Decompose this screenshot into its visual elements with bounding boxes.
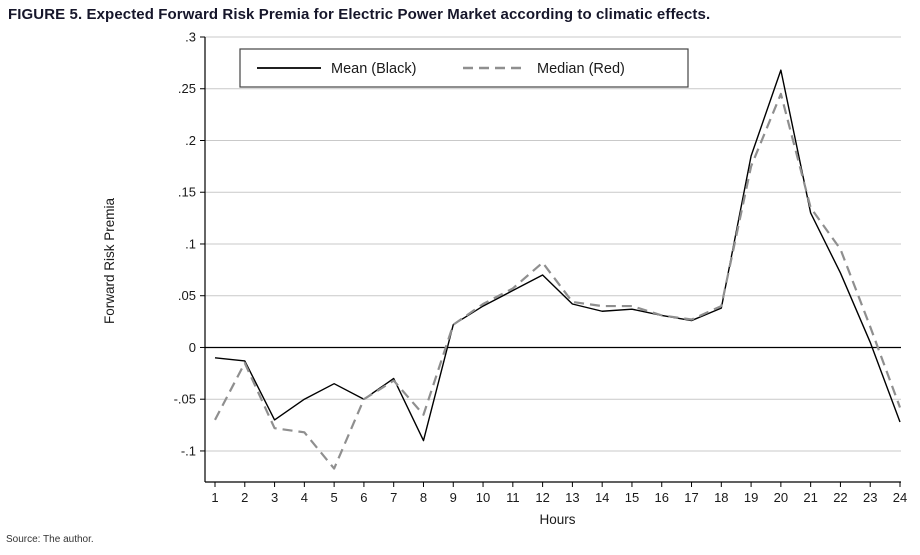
legend-label-mean: Mean (Black) [331,61,416,77]
x-axis-title: Hours [539,512,575,527]
y-tick-label: .1 [185,236,196,251]
x-tick-label: 18 [714,490,728,505]
x-tick-label: 12 [535,490,549,505]
y-tick-label: -.1 [181,443,196,458]
y-tick-label: .3 [185,30,196,45]
y-tick-label: .25 [178,81,196,96]
x-tick-label: 19 [744,490,758,505]
x-tick-label: 1 [211,490,218,505]
y-tick-label: 0 [189,340,196,355]
y-tick-label: .05 [178,288,196,303]
x-tick-label: 3 [271,490,278,505]
y-tick-label: .2 [185,133,196,148]
x-tick-label: 21 [803,490,817,505]
x-tick-label: 7 [390,490,397,505]
x-tick-label: 17 [684,490,698,505]
x-tick-label: 20 [774,490,788,505]
x-tick-label: 14 [595,490,609,505]
figure-title: FIGURE 5. Expected Forward Risk Premia f… [8,6,711,23]
legend-label-median: Median (Red) [537,61,625,77]
x-tick-label: 13 [565,490,579,505]
x-tick-label: 9 [450,490,457,505]
y-tick-label: -.05 [174,392,196,407]
x-tick-label: 15 [625,490,639,505]
y-tick-label: .15 [178,185,196,200]
x-tick-label: 6 [360,490,367,505]
x-tick-label: 16 [655,490,669,505]
source-note: Source: The author. [6,534,94,545]
median-line [214,92,902,470]
x-tick-label: 5 [331,490,338,505]
y-axis-title: Forward Risk Premia [102,198,117,325]
line-chart: .3.25.2.15.1.050-.05-.11 2 3 4 5 6 7 8 9 10 11 12 13… [102,30,907,528]
x-tick-label: 4 [301,490,308,505]
mean-line [214,69,901,442]
x-tick-label: 22 [833,490,847,505]
x-tick-label: 11 [506,490,520,505]
x-tick-label: 10 [476,490,490,505]
x-tick-label: 24 [893,490,907,505]
chart-container: .3.25.2.15.1.05 0 -.05 -.1 1 2 3 4 5 6 7 8 9 10 11 12 13… [0,25,920,530]
x-tick-label: 8 [420,490,427,505]
x-tick-label: 23 [863,490,877,505]
x-tick-label: 2 [241,490,248,505]
